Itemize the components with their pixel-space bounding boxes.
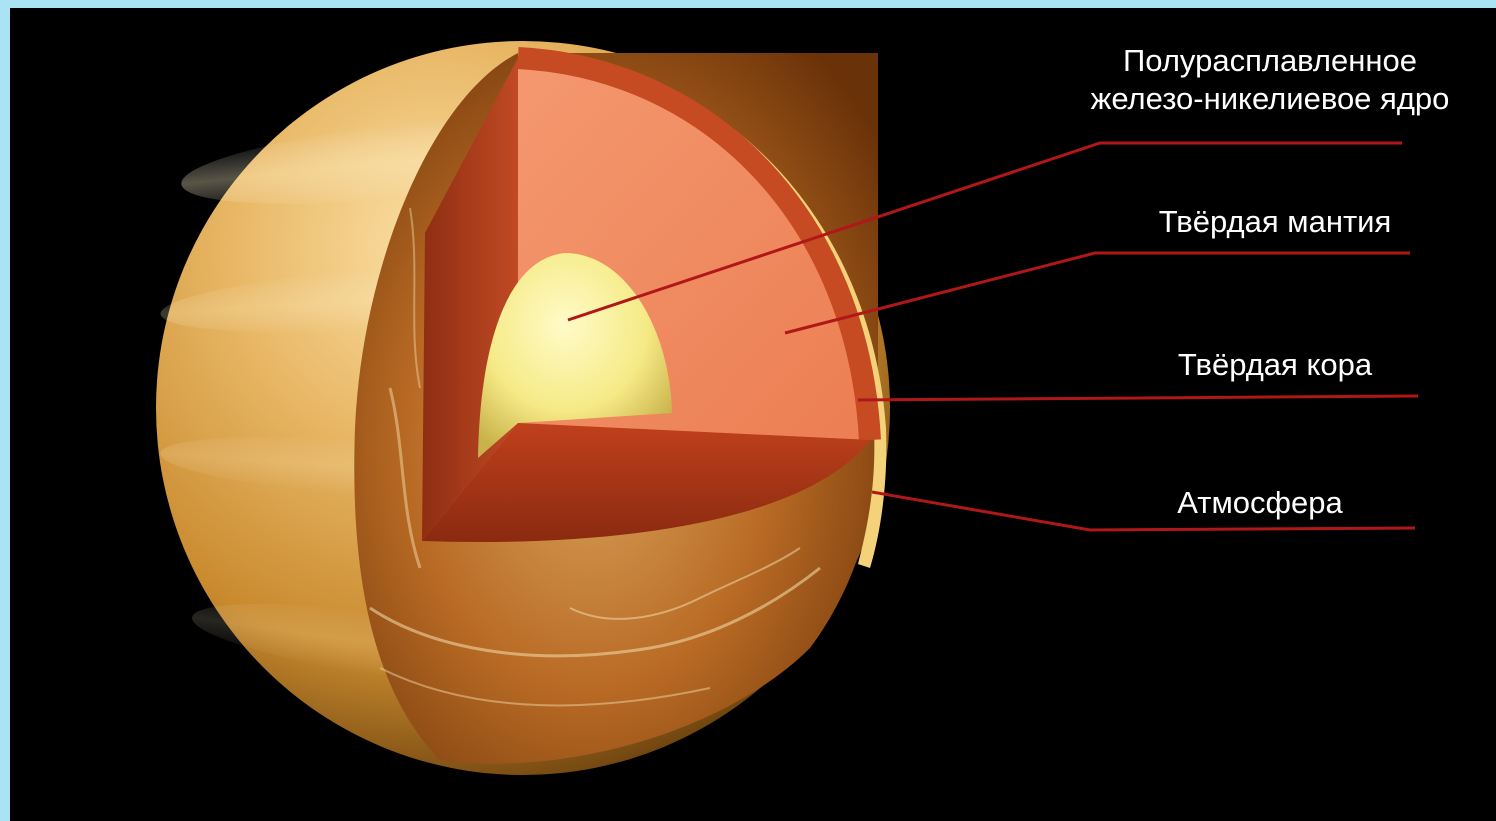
label-atmosphere: Атмосфера — [1177, 485, 1343, 520]
mantle-bottom-face — [422, 423, 870, 542]
diagram-panel: Полурасплавленное железо-никелиевое ядро… — [10, 8, 1496, 821]
leader-line-core — [567, 141, 1402, 322]
label-mantle: Твёрдая мантия — [1158, 204, 1392, 239]
leader-lines — [567, 141, 1419, 532]
leader-line-crust — [857, 394, 1419, 402]
leader-line-mantle — [784, 251, 1410, 335]
label-core: Полурасплавленное железо-никелиевое ядро — [1050, 42, 1490, 118]
label-crust: Твёрдая кора — [1177, 347, 1373, 382]
leader-line-atmosphere — [871, 490, 1416, 532]
label-core-line2: железо-никелиевое ядро — [1090, 81, 1450, 116]
planet-cutaway-diagram — [156, 41, 1419, 775]
core-hemisphere — [478, 253, 672, 458]
label-core-line1: Полурасплавленное — [1123, 43, 1417, 78]
